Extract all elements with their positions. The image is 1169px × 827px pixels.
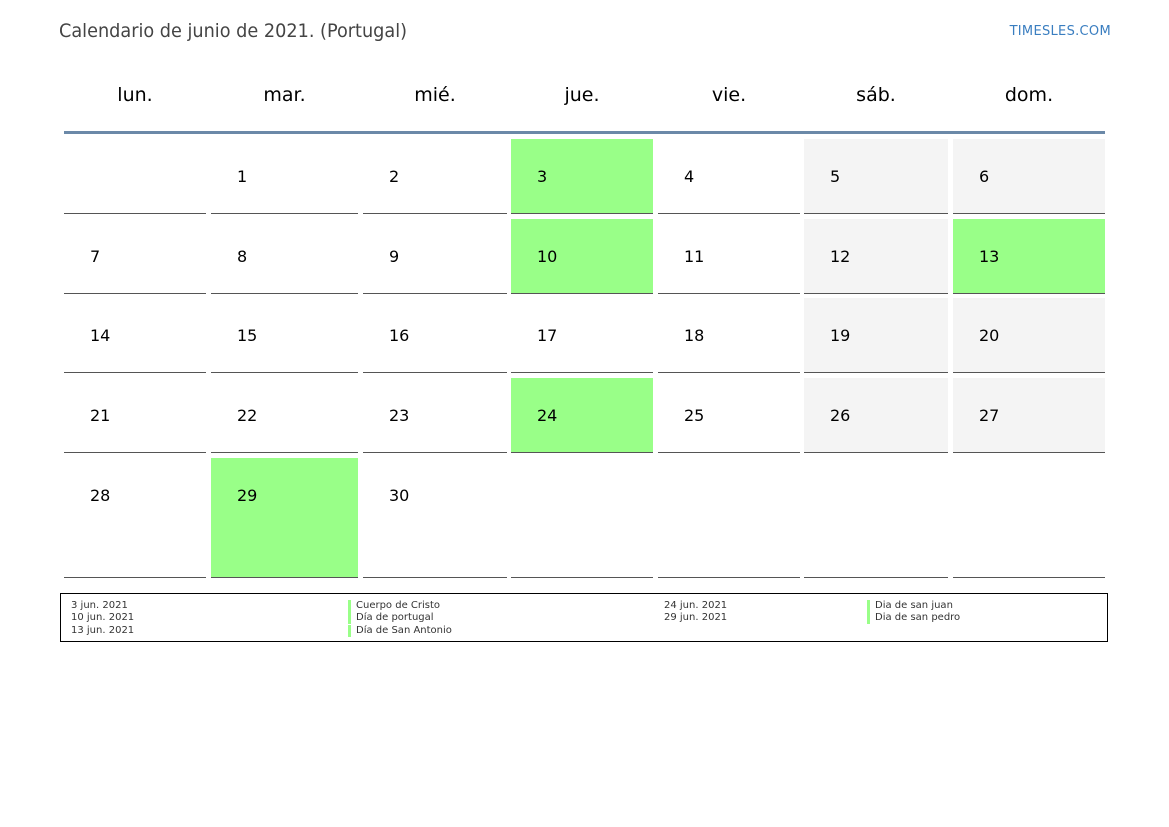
day-number: 1: [237, 167, 248, 186]
day-cell-thursday: 3: [511, 139, 653, 214]
day-number: 23: [389, 406, 410, 425]
day-cell-sunday: 27: [953, 378, 1105, 453]
day-number: 5: [830, 167, 841, 186]
day-number: 19: [830, 326, 851, 345]
legend-holiday-name: Dia de san juan: [867, 600, 953, 612]
legend-holiday-name: Dia de san pedro: [867, 612, 960, 624]
day-cell-thursday: 24: [511, 378, 653, 453]
day-number: 29: [237, 486, 258, 505]
legend-holiday-name: Día de San Antonio: [348, 625, 452, 637]
day-number: 2: [389, 167, 400, 186]
day-number: 15: [237, 326, 258, 345]
day-cell-thursday: 10: [511, 219, 653, 294]
day-number: 26: [830, 406, 851, 425]
header-divider: [64, 131, 1105, 134]
day-cell-wednesday: 2: [363, 139, 507, 214]
day-number: 25: [684, 406, 705, 425]
weekday-friday: vie.: [711, 84, 747, 106]
day-cell-tuesday: 29: [211, 458, 358, 578]
day-cell-monday: 14: [64, 298, 206, 373]
weekday-saturday: sáb.: [856, 84, 896, 106]
day-cell-wednesday: 9: [363, 219, 507, 294]
legend-holiday-name: Cuerpo de Cristo: [348, 600, 440, 612]
holiday-legend: 3 jun. 2021 Cuerpo de Cristo 10 jun. 202…: [60, 593, 1108, 642]
weekday-monday: lun.: [117, 84, 153, 106]
day-cell-tuesday: 8: [211, 219, 358, 294]
day-number: 20: [979, 326, 1000, 345]
day-cell-thursday: [511, 458, 653, 578]
day-number: 24: [537, 406, 558, 425]
day-number: 12: [830, 247, 851, 266]
day-number: 8: [237, 247, 248, 266]
day-cell-friday: 11: [658, 219, 800, 294]
weekday-sunday: dom.: [1004, 84, 1054, 106]
legend-date: 29 jun. 2021: [664, 612, 728, 623]
day-cell-saturday: 12: [804, 219, 948, 294]
day-cell-sunday: [953, 458, 1105, 578]
day-number: 4: [684, 167, 695, 186]
day-number: 9: [389, 247, 400, 266]
day-cell-monday: 7: [64, 219, 206, 294]
legend-holiday-name: Día de portugal: [348, 612, 434, 624]
day-number: 27: [979, 406, 1000, 425]
day-cell-tuesday: 22: [211, 378, 358, 453]
day-number: 28: [90, 486, 111, 505]
day-number: 6: [979, 167, 990, 186]
brand-link[interactable]: TIMESLES.COM: [1009, 24, 1111, 39]
day-cell-sunday: 6: [953, 139, 1105, 214]
day-cell-saturday: [804, 458, 948, 578]
day-cell-friday: 18: [658, 298, 800, 373]
day-cell-friday: [658, 458, 800, 578]
day-number: 30: [389, 486, 410, 505]
day-cell-friday: 4: [658, 139, 800, 214]
day-number: 13: [979, 247, 1000, 266]
day-cell-monday: 21: [64, 378, 206, 453]
weekday-wednesday: mié.: [414, 84, 456, 106]
day-number: 21: [90, 406, 111, 425]
legend-date: 24 jun. 2021: [664, 600, 728, 611]
day-cell-monday: 28: [64, 458, 206, 578]
legend-date: 10 jun. 2021: [71, 612, 135, 623]
day-cell-wednesday: 16: [363, 298, 507, 373]
day-cell-tuesday: 1: [211, 139, 358, 214]
day-cell-sunday: 20: [953, 298, 1105, 373]
day-cell-saturday: 26: [804, 378, 948, 453]
day-cell-tuesday: 15: [211, 298, 358, 373]
day-number: 3: [537, 167, 548, 186]
day-cell-thursday: 17: [511, 298, 653, 373]
day-number: 22: [237, 406, 258, 425]
day-number: 18: [684, 326, 705, 345]
day-number: 14: [90, 326, 111, 345]
weekday-tuesday: mar.: [263, 84, 306, 106]
day-number: 10: [537, 247, 558, 266]
day-number: 16: [389, 326, 410, 345]
day-cell-friday: 25: [658, 378, 800, 453]
day-number: 17: [537, 326, 558, 345]
day-cell-saturday: 19: [804, 298, 948, 373]
weekday-header: lun. mar. mié. jue. vie. sáb. dom.: [64, 84, 1105, 114]
page-title: Calendario de junio de 2021. (Portugal): [59, 20, 408, 42]
day-cell-wednesday: 23: [363, 378, 507, 453]
day-cell-sunday: 13: [953, 219, 1105, 294]
day-number: 7: [90, 247, 101, 266]
legend-date: 13 jun. 2021: [71, 625, 135, 636]
weekday-thursday: jue.: [564, 84, 600, 106]
day-cell-monday: [64, 139, 206, 214]
day-cell-wednesday: 30: [363, 458, 507, 578]
day-cell-saturday: 5: [804, 139, 948, 214]
legend-date: 3 jun. 2021: [71, 600, 128, 611]
day-number: 11: [684, 247, 705, 266]
